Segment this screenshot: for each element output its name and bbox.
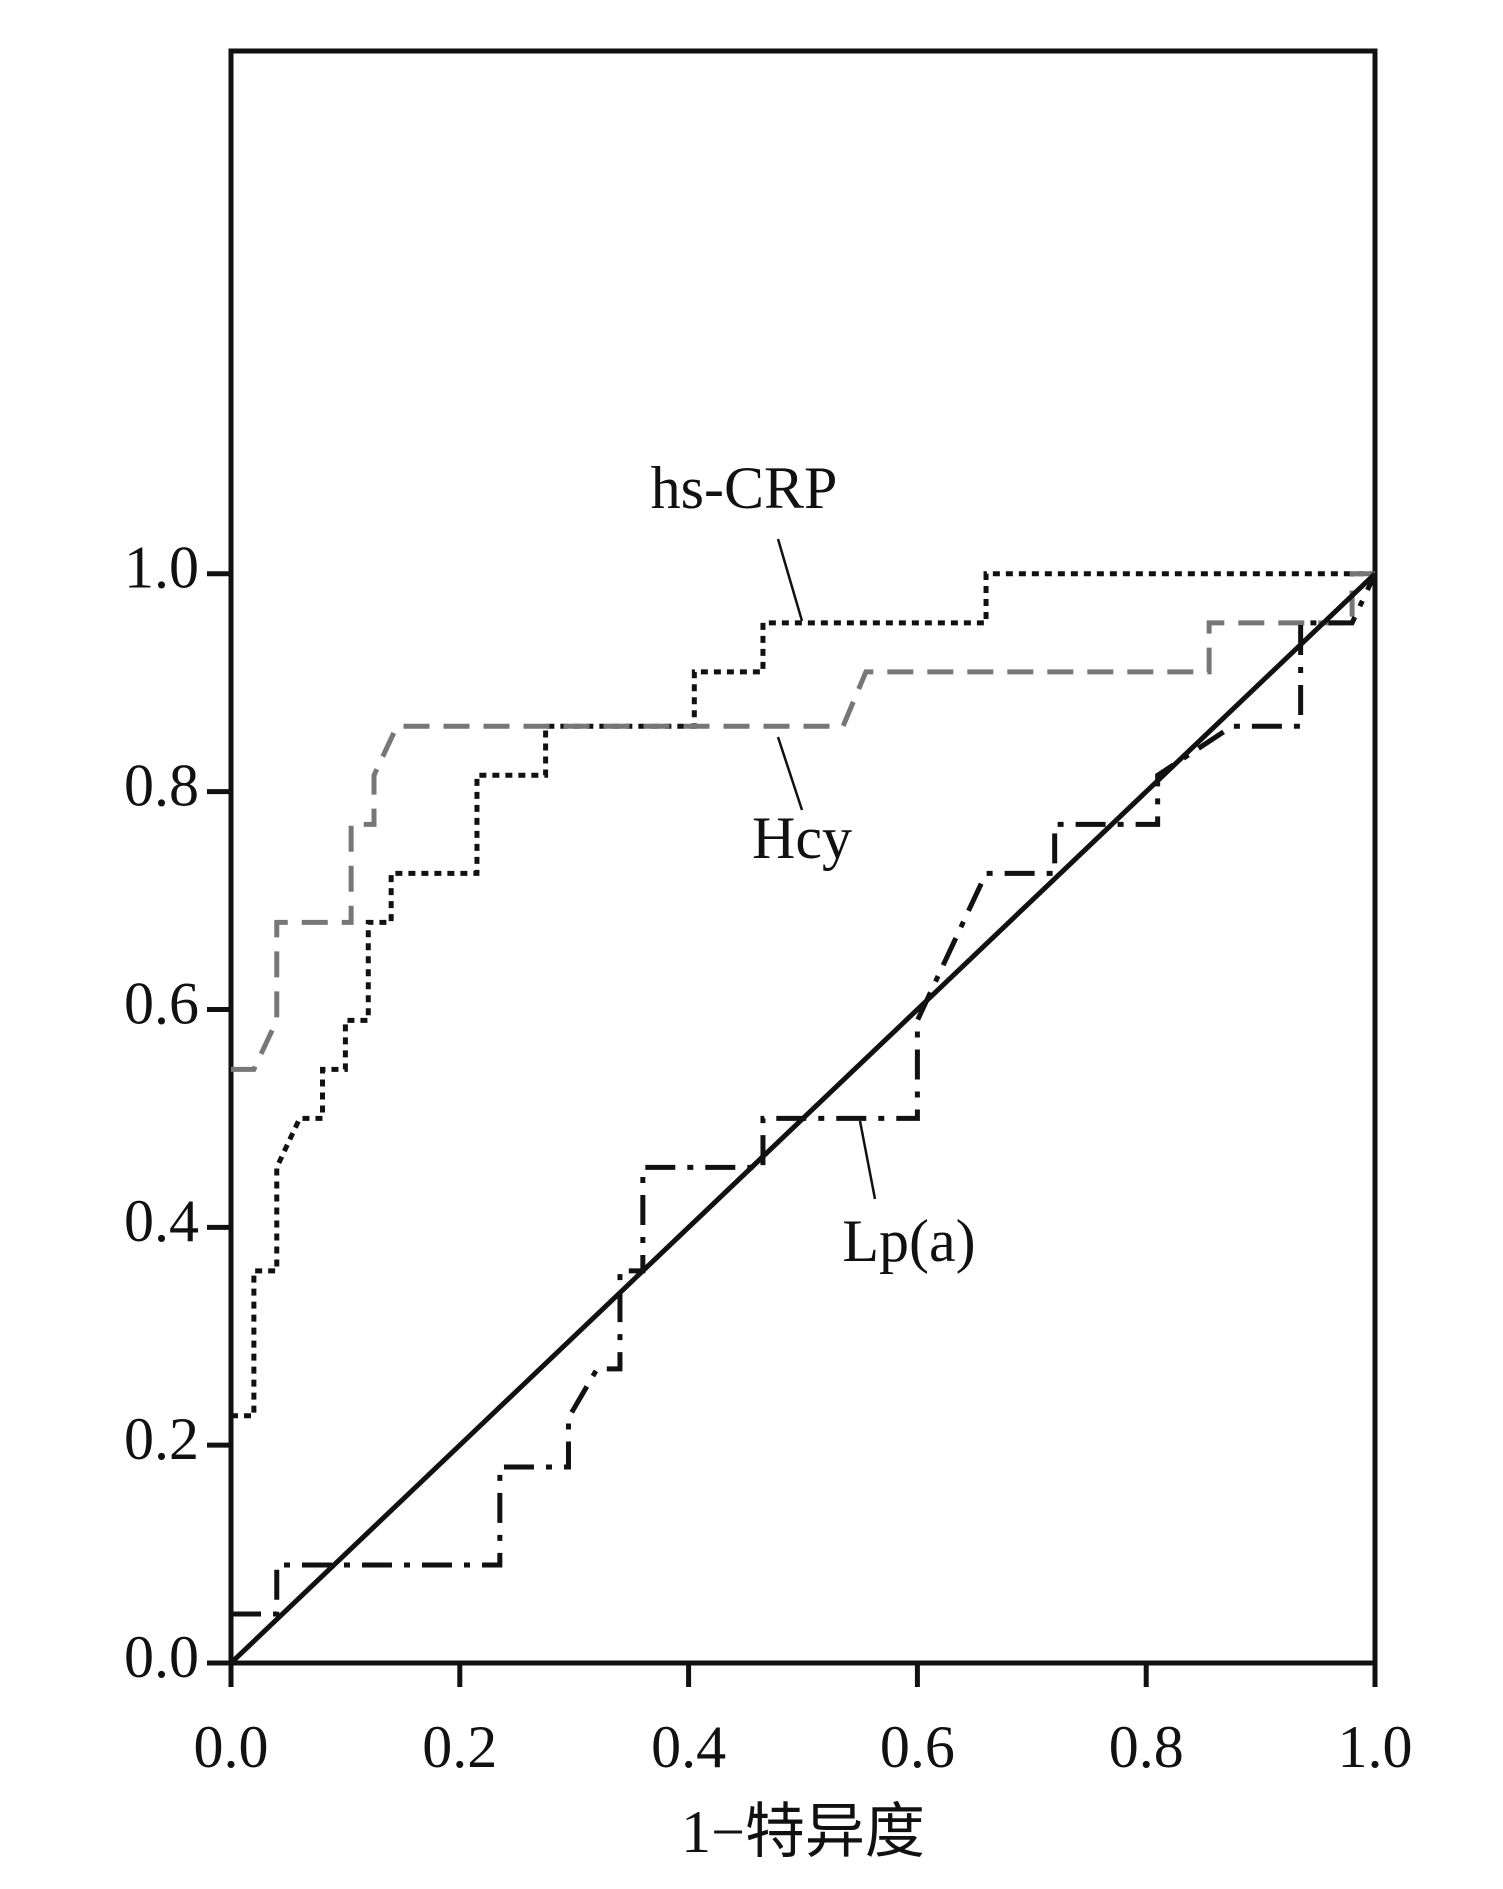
curve-label: Lp(a) [842, 1208, 975, 1274]
y-tick-label: 0.2 [124, 1406, 199, 1472]
leader-line [776, 538, 804, 622]
leader-line [776, 736, 804, 811]
roc-curve [231, 572, 1378, 1617]
roc-curve [231, 571, 1375, 1072]
x-axis-label: 1−特异度 [681, 1799, 925, 1865]
y-tick-label: 0.6 [124, 970, 199, 1036]
x-tick-label: 0.8 [1109, 1714, 1184, 1780]
x-tick-label: 0.6 [880, 1714, 955, 1780]
leader-line [858, 1120, 877, 1200]
curve-label: hs-CRP [651, 455, 838, 521]
y-tick-label: 0.0 [124, 1624, 199, 1690]
y-tick-label: 0.4 [124, 1188, 199, 1254]
x-tick-label: 0.2 [422, 1714, 497, 1780]
x-tick-label: 1.0 [1338, 1714, 1413, 1780]
x-tick-label: 0.4 [651, 1714, 726, 1780]
y-tick-label: 1.0 [124, 535, 199, 601]
plot-frame [228, 48, 1378, 1666]
curve-label: Hcy [752, 805, 852, 871]
y-tick-label: 0.8 [124, 752, 199, 818]
x-tick-label: 0.0 [194, 1714, 269, 1780]
roc-curve [231, 571, 1375, 1419]
roc-curve [229, 572, 1377, 1665]
